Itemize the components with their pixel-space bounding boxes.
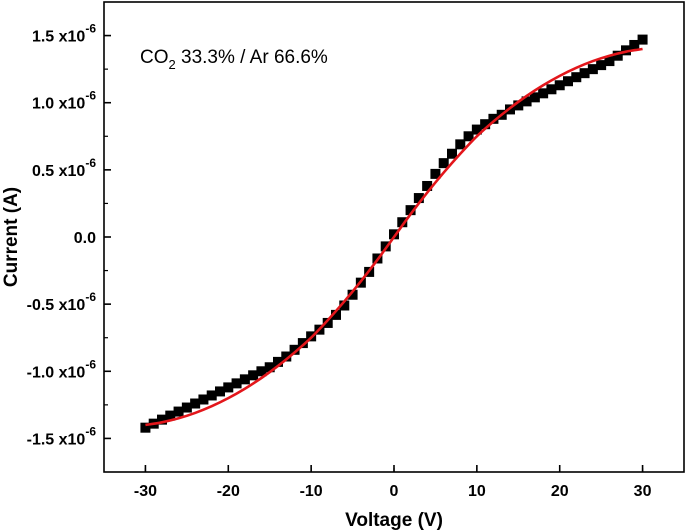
data-point xyxy=(430,168,441,179)
data-point xyxy=(173,406,184,417)
data-point xyxy=(389,229,399,240)
y-tick-label: -1.5 x10-6 xyxy=(27,424,97,448)
y-tick-exponent: -6 xyxy=(85,290,96,304)
y-tick-exponent: -6 xyxy=(85,357,96,371)
data-point xyxy=(140,422,151,433)
y-tick-mantissa: -0.5 x10 xyxy=(27,297,86,314)
data-point xyxy=(397,217,408,228)
x-tick-label: -30 xyxy=(134,483,157,500)
data-point xyxy=(198,394,209,405)
y-tick-mantissa: -1.5 x10 xyxy=(27,431,86,448)
y-tick-label: -1.0 x10-6 xyxy=(27,357,97,381)
data-point xyxy=(331,309,341,320)
data-point xyxy=(604,56,615,67)
data-point xyxy=(322,317,333,328)
data-point xyxy=(579,68,590,79)
data-point xyxy=(629,39,640,50)
data-point xyxy=(513,100,524,111)
annotation-suffix: 33.3% / Ar 66.6% xyxy=(176,47,328,68)
x-tick-label: -10 xyxy=(300,483,323,500)
data-point xyxy=(422,180,433,191)
data-point xyxy=(596,60,607,71)
y-tick-mantissa: 1.0 x10 xyxy=(32,96,85,113)
y-tick-mantissa: 1.5 x10 xyxy=(32,29,85,46)
y-tick-label: 1.5 x10-6 xyxy=(32,22,96,46)
x-axis-title: Voltage (V) xyxy=(345,510,443,530)
data-point xyxy=(463,131,474,142)
y-tick-exponent: -6 xyxy=(85,89,96,103)
data-point xyxy=(529,92,540,103)
y-tick-exponent: -6 xyxy=(85,424,96,438)
data-point xyxy=(571,72,582,83)
data-point xyxy=(621,45,631,56)
data-point xyxy=(239,374,250,385)
data-point xyxy=(447,148,457,159)
data-point xyxy=(248,370,259,381)
y-tick-label: 1.0 x10-6 xyxy=(32,89,96,113)
y-tick-exponent: -6 xyxy=(85,156,96,170)
data-point xyxy=(471,124,482,135)
data-point xyxy=(297,338,308,349)
y-tick-mantissa: 0.5 x10 xyxy=(32,163,85,180)
chart-annotation: CO2 33.3% / Ar 66.6% xyxy=(140,47,328,72)
data-point xyxy=(563,76,573,87)
data-point xyxy=(637,34,648,45)
data-point xyxy=(264,362,275,373)
y-tick-label: 0.0 xyxy=(74,230,96,247)
data-point xyxy=(587,64,598,75)
data-point xyxy=(405,205,416,216)
x-axis-ticks: -30 -20 -10 0 10 20 30 xyxy=(134,465,652,500)
data-point xyxy=(538,88,549,99)
y-tick-mantissa: 0.0 xyxy=(74,230,96,247)
data-point xyxy=(488,113,499,124)
data-point xyxy=(339,300,350,311)
x-tick-label: 20 xyxy=(551,483,569,500)
y-tick-mantissa: -1.0 x10 xyxy=(27,364,86,381)
data-point xyxy=(190,398,201,409)
data-point xyxy=(289,344,300,355)
y-tick-label: 0.5 x10-6 xyxy=(32,156,96,180)
data-point xyxy=(455,139,466,150)
annotation-subscript: 2 xyxy=(169,57,176,72)
data-point xyxy=(347,289,358,300)
data-point xyxy=(554,80,565,91)
x-tick-label: 30 xyxy=(634,483,652,500)
data-point xyxy=(546,84,557,95)
data-point xyxy=(256,366,267,377)
data-point xyxy=(206,390,217,401)
data-point xyxy=(480,119,491,130)
data-point xyxy=(281,351,292,362)
data-point xyxy=(165,410,176,421)
annotation-prefix: CO xyxy=(140,47,169,68)
data-point xyxy=(438,158,449,169)
data-point xyxy=(231,378,242,389)
data-point xyxy=(521,96,532,107)
data-point xyxy=(181,402,192,413)
y-axis-title: Current (A) xyxy=(1,187,22,287)
data-point xyxy=(413,193,424,204)
x-tick-label: -20 xyxy=(217,483,240,500)
y-tick-label: -0.5 x10-6 xyxy=(27,290,97,314)
data-point xyxy=(223,382,234,393)
x-tick-label: 0 xyxy=(390,483,399,500)
data-point xyxy=(215,386,225,397)
y-axis-ticks: -1.5 x10-6-1.0 x10-6-0.5 x10-60.00.5 x10… xyxy=(27,22,111,448)
data-point xyxy=(157,414,167,425)
fit-series-line xyxy=(145,47,643,427)
x-tick-label: 10 xyxy=(468,483,486,500)
data-point xyxy=(612,50,623,61)
data-point xyxy=(273,356,283,367)
y-tick-exponent: -6 xyxy=(85,22,96,36)
